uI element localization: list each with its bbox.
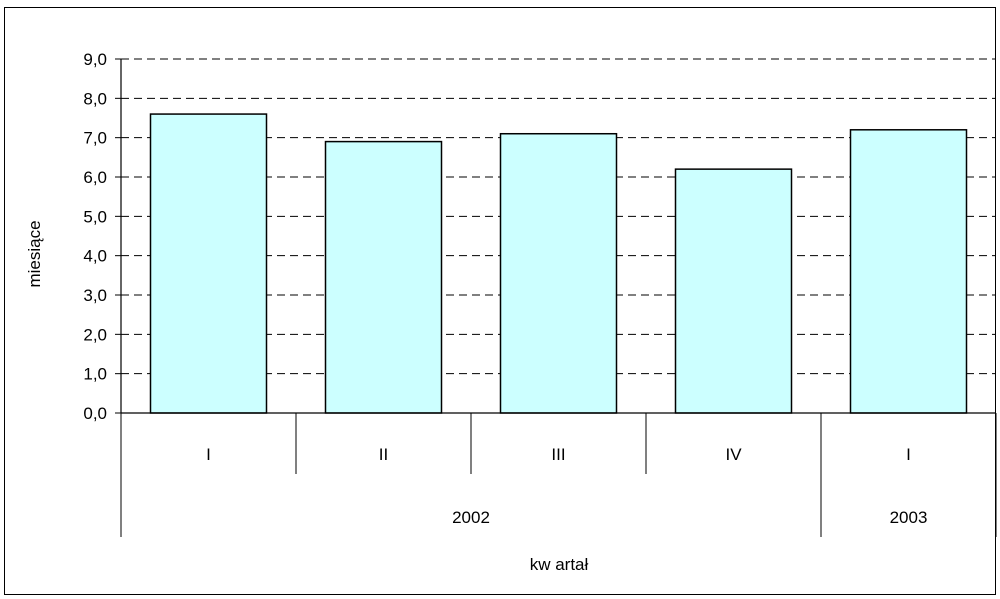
y-tick-label: 7,0 <box>83 129 107 148</box>
bar <box>499 132 618 414</box>
y-axis-title: miesiące <box>25 220 44 287</box>
x-category-label: III <box>551 445 565 464</box>
y-tick-label: 4,0 <box>83 247 107 266</box>
x-group-label: 2003 <box>890 508 928 527</box>
y-tick-label: 2,0 <box>83 325 107 344</box>
y-tick-label: 1,0 <box>83 365 107 384</box>
axes <box>115 58 997 537</box>
x-group-label: 2002 <box>452 508 490 527</box>
x-category-label: II <box>379 445 388 464</box>
bar <box>149 113 268 414</box>
bar <box>324 140 443 414</box>
x-axis-title: kw artał <box>530 555 589 574</box>
x-category-label: IV <box>725 445 742 464</box>
bars <box>149 113 968 414</box>
bar <box>674 168 793 414</box>
y-tick-label: 6,0 <box>83 168 107 187</box>
bar <box>849 129 968 414</box>
y-tick-label: 0,0 <box>83 404 107 423</box>
y-tick-label: 9,0 <box>83 50 107 69</box>
y-tick-label: 5,0 <box>83 207 107 226</box>
y-tick-label: 3,0 <box>83 286 107 305</box>
y-tick-label: 8,0 <box>83 89 107 108</box>
labels: 0,01,02,03,04,05,06,07,08,09,0I II III IV I2… <box>83 50 927 527</box>
x-category-label: I <box>906 445 911 464</box>
x-category-label: I <box>206 445 211 464</box>
